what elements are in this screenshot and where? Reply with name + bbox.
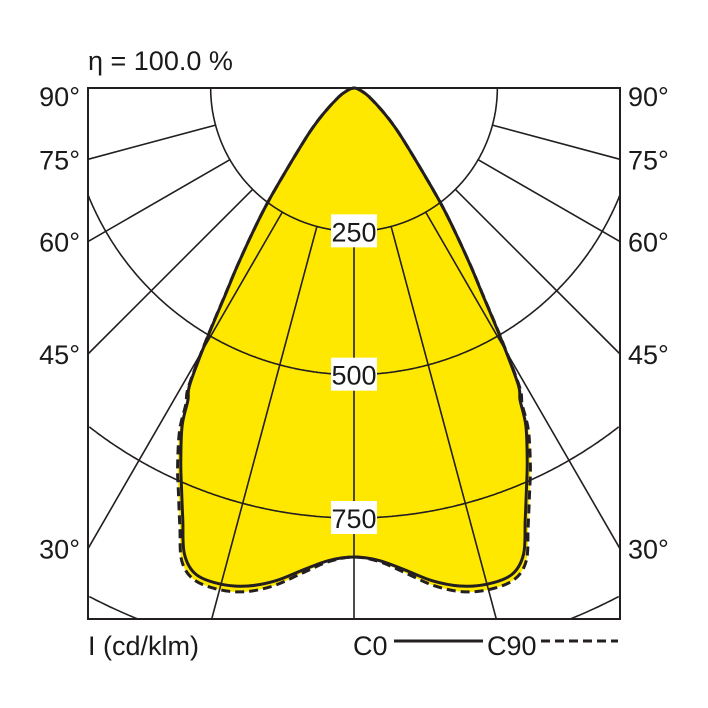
grid-circle-1000	[88, 595, 620, 620]
angle-label-left-45: 45°	[39, 340, 80, 370]
legend-label-c90: C90	[487, 631, 537, 661]
grid-radial-60-right	[477, 159, 621, 243]
legend: C0 C90	[353, 631, 618, 661]
angle-label-right-90: 90°	[628, 82, 669, 112]
angle-label-left-30: 30°	[39, 535, 80, 565]
angle-label-left-60: 60°	[39, 228, 80, 258]
grid-radial-60-left	[87, 159, 231, 243]
grid-radial-75-right	[492, 124, 621, 161]
radial-tick-label-750: 750	[331, 504, 376, 534]
grid-radial-15-right	[390, 226, 498, 620]
grid-radial-30-right	[425, 211, 621, 550]
chart-title: η = 100.0 %	[88, 46, 233, 76]
angle-label-right-45: 45°	[628, 340, 669, 370]
angle-label-right-30: 30°	[628, 535, 669, 565]
angle-label-right-60: 60°	[628, 228, 669, 258]
unit-label: I (cd/klm)	[88, 631, 199, 661]
angle-label-left-75: 75°	[39, 145, 80, 175]
plot-frame	[87, 87, 621, 620]
grid-radial-30-left	[87, 211, 283, 550]
grid-radial-15-left	[210, 226, 318, 620]
grid-radial-75-left	[87, 124, 216, 161]
radial-tick-bg-750	[331, 501, 377, 534]
radial-tick-label-250: 250	[331, 217, 376, 247]
radial-tick-label-500: 500	[331, 361, 376, 391]
angle-label-left-90: 90°	[39, 82, 80, 112]
radial-tick-bg-250	[331, 214, 377, 248]
grid-radial-45-left	[87, 188, 254, 355]
radial-tick-bg-500	[331, 357, 377, 391]
grid-radial-45-right	[454, 188, 621, 355]
angle-label-right-75: 75°	[628, 145, 669, 175]
intensity-curve-c90	[176, 86, 532, 594]
legend-label-c0: C0	[353, 631, 388, 661]
